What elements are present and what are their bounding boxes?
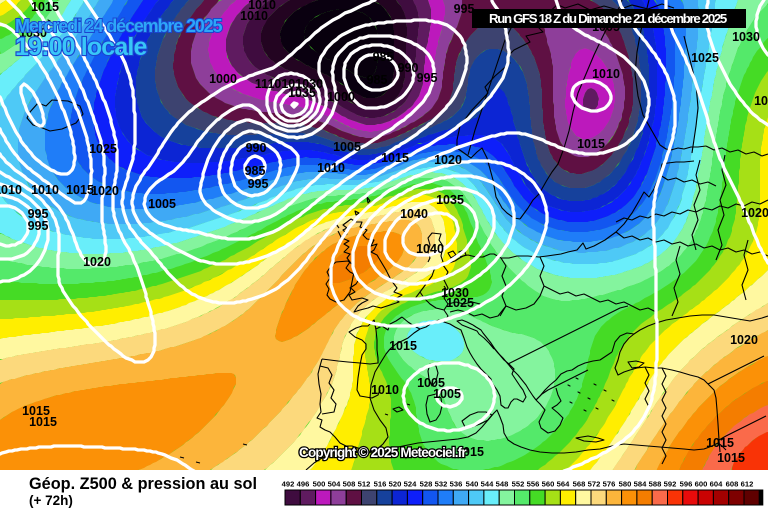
svg-text:Copyright © 2025 Meteociel.fr: Copyright © 2025 Meteociel.fr	[299, 445, 467, 460]
svg-text:1035: 1035	[436, 193, 464, 207]
svg-text:1015: 1015	[31, 0, 59, 14]
svg-text:556: 556	[527, 480, 540, 489]
svg-text:512: 512	[358, 480, 371, 489]
svg-text:995: 995	[28, 219, 49, 233]
svg-text:1015: 1015	[22, 404, 50, 418]
svg-text:1020: 1020	[91, 184, 119, 198]
svg-text:1025: 1025	[691, 51, 719, 65]
svg-text:580: 580	[619, 480, 632, 489]
svg-text:985: 985	[367, 73, 388, 87]
svg-text:1010: 1010	[371, 383, 399, 397]
svg-text:1015: 1015	[389, 339, 417, 353]
svg-text:612: 612	[741, 480, 754, 489]
svg-text:995: 995	[454, 2, 475, 16]
svg-text:496: 496	[297, 480, 310, 489]
svg-text:1020: 1020	[741, 206, 768, 220]
svg-text:1005: 1005	[433, 387, 461, 401]
svg-text:995: 995	[417, 71, 438, 85]
svg-text:Run GFS 18 Z du Dimanche 21 dé: Run GFS 18 Z du Dimanche 21 décembre 202…	[489, 11, 727, 26]
svg-text:1015: 1015	[381, 151, 409, 165]
svg-text:1015: 1015	[29, 415, 57, 429]
svg-text:1030: 1030	[19, 26, 47, 40]
svg-text:596: 596	[680, 480, 693, 489]
svg-text:564: 564	[557, 480, 570, 489]
svg-text:985: 985	[245, 164, 266, 178]
svg-text:492: 492	[282, 480, 295, 489]
svg-text:544: 544	[481, 480, 494, 489]
svg-text:1025: 1025	[446, 296, 474, 310]
svg-text:504: 504	[328, 480, 341, 489]
svg-text:1035: 1035	[288, 86, 316, 100]
svg-text:1015: 1015	[754, 94, 768, 108]
svg-text:1000: 1000	[327, 90, 355, 104]
svg-text:990: 990	[246, 141, 267, 155]
svg-text:1110101030: 1110101030	[255, 77, 323, 91]
svg-text:604: 604	[710, 480, 723, 489]
svg-text:1015: 1015	[577, 137, 605, 151]
svg-text:560: 560	[542, 480, 555, 489]
svg-text:520: 520	[389, 480, 402, 489]
svg-text:600: 600	[695, 480, 708, 489]
svg-text:1030: 1030	[732, 30, 760, 44]
svg-text:19:00 locale: 19:00 locale	[15, 33, 148, 61]
svg-text:548: 548	[496, 480, 509, 489]
svg-text:1040: 1040	[416, 242, 444, 256]
svg-text:568: 568	[573, 480, 586, 489]
svg-text:1005: 1005	[417, 376, 445, 390]
svg-text:1010: 1010	[317, 161, 345, 175]
svg-text:528: 528	[420, 480, 433, 489]
svg-text:1010: 1010	[240, 9, 268, 23]
svg-text:1020: 1020	[83, 255, 111, 269]
svg-text:1015: 1015	[706, 436, 734, 450]
svg-text:540: 540	[466, 480, 479, 489]
svg-text:1010: 1010	[0, 183, 22, 197]
svg-text:1010: 1010	[31, 183, 59, 197]
svg-text:1040: 1040	[400, 207, 428, 221]
svg-text:1000: 1000	[209, 72, 237, 86]
svg-text:524: 524	[404, 480, 417, 489]
svg-text:572: 572	[588, 480, 601, 489]
svg-text:995: 995	[28, 207, 49, 221]
svg-text:536: 536	[450, 480, 463, 489]
svg-text:1030: 1030	[441, 286, 469, 300]
svg-text:1015: 1015	[456, 445, 484, 459]
svg-text:1015: 1015	[717, 451, 745, 465]
svg-text:608: 608	[726, 480, 739, 489]
svg-text:1025: 1025	[89, 142, 117, 156]
svg-text:1020: 1020	[730, 333, 758, 347]
svg-text:Mercredi 24 décembre 2025: Mercredi 24 décembre 2025	[15, 16, 223, 36]
svg-text:588: 588	[649, 480, 662, 489]
svg-text:1020: 1020	[434, 153, 462, 167]
svg-text:1005: 1005	[148, 197, 176, 211]
svg-text:584: 584	[634, 480, 647, 489]
svg-text:576: 576	[603, 480, 616, 489]
svg-text:990: 990	[398, 61, 419, 75]
svg-text:1010: 1010	[248, 0, 276, 12]
svg-text:Géop. Z500 & pression au sol: Géop. Z500 & pression au sol	[29, 475, 257, 493]
svg-text:1005: 1005	[333, 140, 361, 154]
svg-text:508: 508	[343, 480, 356, 489]
svg-text:1010: 1010	[592, 67, 620, 81]
svg-text:985: 985	[373, 50, 394, 64]
svg-text:516: 516	[374, 480, 387, 489]
svg-text:500: 500	[313, 480, 326, 489]
svg-text:552: 552	[512, 480, 525, 489]
svg-text:1015: 1015	[66, 183, 94, 197]
svg-text:592: 592	[664, 480, 677, 489]
svg-text:995: 995	[248, 177, 269, 191]
svg-text:(+ 72h): (+ 72h)	[29, 493, 73, 508]
svg-text:532: 532	[435, 480, 448, 489]
